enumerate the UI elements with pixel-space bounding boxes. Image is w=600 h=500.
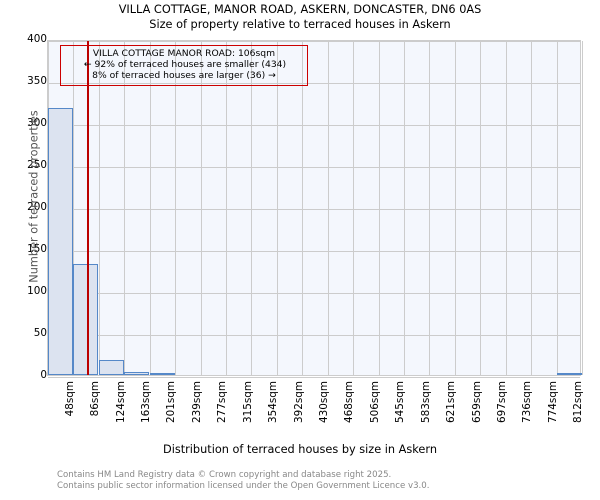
bar: [99, 359, 124, 375]
x-axis-tick-label: 163sqm: [140, 381, 152, 423]
y-axis-tick-label: 0: [40, 369, 47, 381]
bar: [73, 264, 98, 375]
y-axis-tick-label: 150: [27, 243, 47, 255]
x-axis-tick-label: 774sqm: [546, 381, 559, 423]
x-axis-tick-label: 736sqm: [521, 381, 534, 423]
gridline-horizontal: [48, 377, 580, 378]
gridline-vertical: [302, 41, 303, 375]
gridline-vertical: [201, 41, 202, 375]
x-axis-tick-label: 277sqm: [216, 381, 229, 423]
gridline-horizontal: [48, 83, 580, 84]
x-axis-tick-label: 430sqm: [318, 381, 330, 423]
gridline-vertical: [328, 41, 329, 375]
x-axis-tick-label: 583sqm: [419, 381, 432, 423]
bar: [150, 373, 175, 375]
plot-area: [47, 40, 583, 378]
y-axis-tick-label: 300: [27, 117, 47, 129]
gridline-vertical: [582, 41, 583, 375]
gridline-vertical: [480, 41, 481, 375]
bar: [48, 107, 73, 375]
y-axis-tick-label: 50: [33, 327, 47, 339]
footer-line-1: Contains HM Land Registry data © Crown c…: [57, 470, 392, 480]
x-axis-tick-label: 545sqm: [394, 381, 407, 423]
y-axis-tick-label: 200: [27, 201, 47, 213]
gridline-vertical: [124, 41, 125, 375]
gridline-horizontal: [48, 167, 580, 168]
x-axis-label: Distribution of terraced houses by size …: [163, 443, 437, 456]
x-axis-tick-label: 239sqm: [190, 381, 203, 423]
footer-line-2: Contains public sector information licen…: [57, 480, 430, 491]
property-marker-line: [86, 41, 89, 375]
x-axis-tick-label: 659sqm: [470, 381, 483, 423]
gridline-vertical: [531, 41, 532, 375]
gridline-vertical: [150, 41, 151, 375]
y-axis-tick-label: 400: [27, 33, 47, 45]
gridline-vertical: [506, 41, 507, 375]
y-axis-tick-label: 350: [27, 75, 47, 87]
x-axis-tick-label: 86sqm: [89, 381, 102, 417]
gridline-horizontal: [48, 251, 580, 252]
annotation-line-2: ← 92% of terraced houses are smaller (43…: [83, 59, 287, 71]
x-axis-tick-label: 697sqm: [496, 381, 508, 423]
x-axis-tick-label: 621sqm: [445, 381, 458, 423]
gridline-vertical: [251, 41, 252, 375]
annotation-box: VILLA COTTAGE MANOR ROAD: 106sqm ← 92% o…: [60, 45, 308, 86]
page-subtitle: Size of property relative to terraced ho…: [149, 18, 451, 31]
x-axis-tick-label: 354sqm: [267, 381, 280, 423]
x-axis-tick-label: 201sqm: [165, 381, 178, 423]
gridline-vertical: [175, 41, 176, 375]
gridline-vertical: [429, 41, 430, 375]
x-axis-tick-label: 315sqm: [241, 381, 254, 423]
x-axis-tick-label: 506sqm: [368, 381, 381, 423]
gridline-horizontal: [48, 125, 580, 126]
gridline-horizontal: [48, 335, 580, 336]
gridline-vertical: [73, 41, 74, 375]
gridline-vertical: [404, 41, 405, 375]
y-axis-tick-label: 100: [27, 285, 47, 297]
gridline-vertical: [226, 41, 227, 375]
gridline-vertical: [99, 41, 100, 375]
x-axis-tick-label: 124sqm: [114, 381, 127, 423]
bar: [557, 373, 582, 375]
gridline-vertical: [379, 41, 380, 375]
x-axis-tick-label: 812sqm: [572, 381, 585, 423]
y-axis-tick-label: 250: [27, 159, 47, 171]
gridline-vertical: [455, 41, 456, 375]
gridline-vertical: [277, 41, 278, 375]
x-axis-tick-label: 48sqm: [63, 381, 76, 417]
bar-series: [48, 41, 582, 375]
gridline-horizontal: [48, 41, 580, 42]
x-axis-tick-label: 392sqm: [292, 381, 305, 423]
gridline-vertical: [557, 41, 558, 375]
gridline-horizontal: [48, 293, 580, 294]
annotation-line-3: 8% of terraced houses are larger (36) →: [92, 70, 276, 82]
gridline-horizontal: [48, 209, 580, 210]
gridline-vertical: [353, 41, 354, 375]
x-axis-tick-label: 468sqm: [343, 381, 356, 423]
y-axis-label: Number of terraced properties: [27, 110, 41, 283]
footer-attribution: Contains HM Land Registry data © Crown c…: [57, 470, 429, 491]
bar: [124, 372, 149, 375]
page-title: VILLA COTTAGE, MANOR ROAD, ASKERN, DONCA…: [118, 3, 482, 16]
annotation-line-1: VILLA COTTAGE MANOR ROAD: 106sqm: [92, 48, 276, 59]
